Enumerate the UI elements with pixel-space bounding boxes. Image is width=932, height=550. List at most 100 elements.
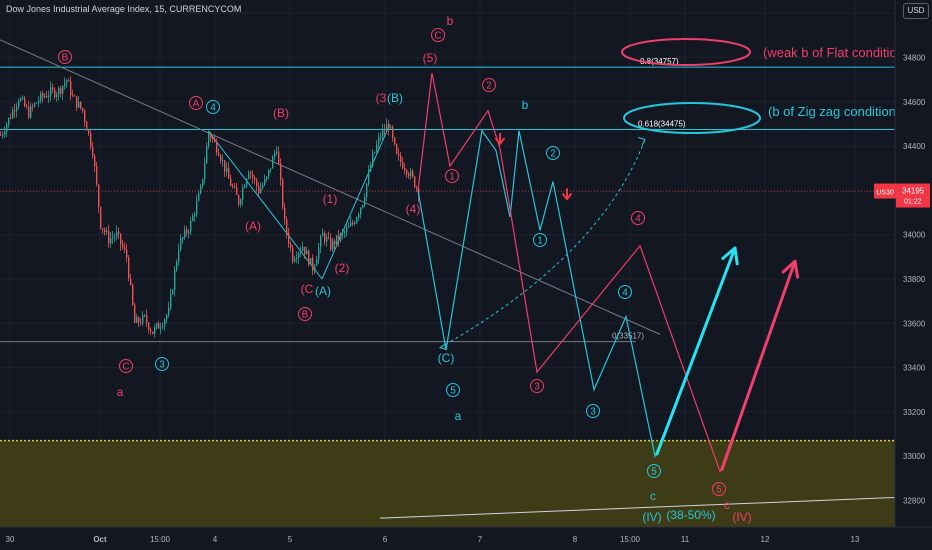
currency-button[interactable]: USD: [903, 3, 929, 19]
wave-label: (B): [273, 106, 289, 120]
candle-body: [116, 231, 118, 237]
wave-label: b: [522, 98, 529, 112]
candle-body: [256, 179, 258, 187]
candle-body: [28, 106, 30, 118]
candle-body: [224, 160, 226, 172]
wave-scenarios[interactable]: [417, 72, 796, 474]
candle-body: [386, 124, 388, 131]
candle-body: [218, 152, 220, 157]
candle-body: [12, 110, 14, 119]
forecast-up-arrow: [655, 246, 737, 456]
candle-body: [200, 186, 202, 194]
candle-body: [168, 307, 170, 316]
wave-label-ring: [119, 359, 133, 373]
wave-label: (1): [323, 192, 338, 206]
wave-label: 3: [534, 382, 540, 393]
candle-body: [264, 179, 266, 185]
price-tick-label: 33000: [903, 452, 926, 461]
candle-body: [110, 238, 112, 244]
candle-body: [104, 229, 106, 233]
candle-body: [14, 110, 16, 112]
candle-body: [338, 235, 340, 241]
candle-body: [390, 126, 392, 129]
candle-body: [128, 257, 130, 279]
candle-body: [112, 237, 114, 239]
down-arrow-marker: [495, 132, 505, 146]
candle-body: [136, 317, 138, 323]
candle-body: [68, 80, 70, 82]
current-price-value: 34195: [902, 187, 925, 196]
candle-body: [138, 317, 140, 323]
candle-body: [160, 327, 162, 329]
candle-body: [292, 247, 294, 262]
wave-label: (IV): [732, 510, 751, 524]
candle-body: [88, 130, 90, 134]
candle-body: [148, 323, 150, 331]
candle-body: [114, 236, 116, 238]
time-tick-label: 15:00: [150, 535, 171, 544]
candle-body: [212, 138, 214, 140]
fib-label-0-618: 0.618(34475): [638, 120, 686, 129]
candle-body: [170, 293, 172, 308]
forecast-up-arrow: [720, 259, 797, 471]
candle-body: [66, 80, 68, 83]
candle-body: [220, 156, 222, 161]
candle-body: [64, 82, 66, 86]
time-axis[interactable]: 30 Oct 15:00 4 5 6 7 8 15:00 11 12 13: [0, 526, 932, 550]
candle-body: [362, 205, 364, 208]
price-tick-label: 33200: [903, 408, 926, 417]
callout-text-flat: (weak b of Flat condition): [763, 45, 908, 60]
candle-body: [90, 133, 92, 147]
candle-body: [294, 259, 296, 262]
wave-label-ring: [530, 379, 544, 393]
candle-body: [240, 199, 242, 205]
symbol-tag: [874, 183, 896, 199]
candle-body: [70, 81, 72, 96]
candle-body: [280, 163, 282, 180]
candle-body: [238, 195, 240, 205]
candle-body: [80, 101, 82, 109]
wave-label: b: [447, 14, 454, 28]
candle-body: [300, 250, 302, 254]
candle-body: [314, 265, 316, 271]
candle-body: [210, 133, 212, 139]
candle-body: [186, 229, 188, 233]
candle-body: [268, 169, 270, 177]
fib-label-0-8: 0.8(34757): [640, 57, 679, 66]
callout-oval-zigzag: [623, 102, 761, 134]
candle-body: [140, 322, 142, 324]
candle-body: [400, 155, 402, 162]
candle-body: [318, 247, 320, 260]
candle-body: [54, 89, 56, 97]
support-zone-rect: [0, 440, 895, 527]
candle-body: [276, 151, 278, 153]
price-tick-label: 33600: [903, 319, 926, 328]
candle-body: [254, 177, 256, 180]
candle-body: [250, 172, 252, 174]
candle-body: [348, 226, 350, 228]
wave-label: 3: [590, 407, 596, 418]
candle-body: [394, 137, 396, 145]
wave-label: 4: [635, 214, 641, 225]
wave-label: c: [650, 489, 656, 503]
candle-body: [124, 247, 126, 250]
wave-label-ring: [189, 96, 203, 110]
candle-body: [262, 184, 264, 189]
candle-body: [308, 250, 310, 265]
candle-body: [52, 87, 54, 90]
wave-label: 3: [159, 360, 165, 371]
wave-label-ring: [298, 307, 312, 321]
candle-body: [162, 325, 164, 328]
candle-body: [36, 102, 38, 104]
candle-body: [144, 315, 146, 317]
fib-levels[interactable]: 0.8(34757) 0.618(34475) 0(33517): [0, 57, 895, 343]
candle-body: [340, 233, 342, 241]
candle-body: [152, 331, 154, 335]
callout-oval-flat: [621, 38, 751, 66]
trend-lines[interactable]: [0, 39, 932, 519]
plot-background: [0, 0, 895, 527]
candle-body: [130, 278, 132, 285]
